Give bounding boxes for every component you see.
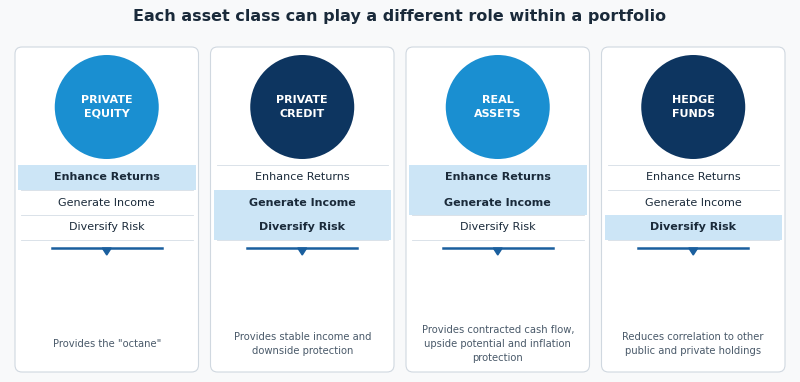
Text: Reduces correlation to other
public and private holdings: Reduces correlation to other public and … [622,332,764,356]
Text: Diversify Risk: Diversify Risk [650,222,736,233]
FancyBboxPatch shape [18,165,195,190]
Text: Each asset class can play a different role within a portfolio: Each asset class can play a different ro… [134,10,666,24]
FancyBboxPatch shape [15,47,198,372]
FancyBboxPatch shape [214,190,391,215]
Polygon shape [689,248,698,255]
Polygon shape [298,248,306,255]
Text: Enhance Returns: Enhance Returns [445,173,550,183]
Polygon shape [102,248,111,255]
Ellipse shape [446,55,550,159]
FancyBboxPatch shape [210,47,394,372]
Text: Generate Income: Generate Income [645,197,742,207]
Text: Generate Income: Generate Income [58,197,155,207]
Ellipse shape [250,55,354,159]
Polygon shape [494,248,502,255]
Text: Generate Income: Generate Income [249,197,356,207]
Text: HEDGE
FUNDS: HEDGE FUNDS [672,95,714,119]
Text: PRIVATE
CREDIT: PRIVATE CREDIT [277,95,328,119]
Text: PRIVATE
EQUITY: PRIVATE EQUITY [81,95,133,119]
Text: Enhance Returns: Enhance Returns [255,173,350,183]
FancyBboxPatch shape [406,47,590,372]
FancyBboxPatch shape [409,165,586,190]
Text: Provides stable income and
downside protection: Provides stable income and downside prot… [234,332,371,356]
Ellipse shape [642,55,746,159]
Text: REAL
ASSETS: REAL ASSETS [474,95,522,119]
Text: Provides contracted cash flow,
upside potential and inflation
protection: Provides contracted cash flow, upside po… [422,325,574,363]
Text: Provides the "octane": Provides the "octane" [53,339,161,349]
Text: Diversify Risk: Diversify Risk [460,222,535,233]
Text: Diversify Risk: Diversify Risk [69,222,145,233]
Text: Enhance Returns: Enhance Returns [54,173,160,183]
Ellipse shape [54,55,158,159]
Text: Generate Income: Generate Income [444,197,551,207]
FancyBboxPatch shape [409,190,586,215]
FancyBboxPatch shape [605,215,782,240]
Text: Diversify Risk: Diversify Risk [259,222,346,233]
Text: Enhance Returns: Enhance Returns [646,173,741,183]
FancyBboxPatch shape [214,215,391,240]
FancyBboxPatch shape [602,47,785,372]
